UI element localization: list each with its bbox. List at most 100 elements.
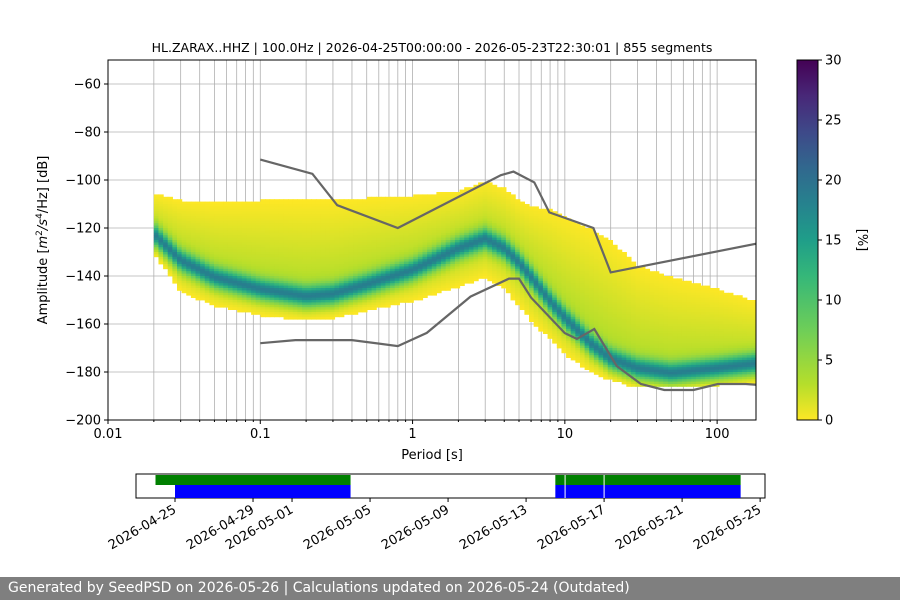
psd-cell (459, 230, 465, 234)
psd-cell (413, 196, 419, 200)
psd-cell (524, 235, 530, 238)
psd-cell (297, 235, 303, 238)
psd-cell (195, 204, 201, 207)
psd-cell (431, 288, 437, 291)
psd-cell (200, 242, 206, 246)
psd-cell (570, 309, 576, 313)
psd-cell (635, 338, 641, 342)
psd-cell (334, 235, 340, 238)
psd-cell (468, 244, 475, 248)
psd-cell (204, 295, 211, 298)
psd-cell (209, 235, 215, 238)
psd-cell (575, 333, 581, 337)
psd-cell (195, 244, 201, 248)
psd-cell (190, 240, 197, 243)
psd-cell (621, 348, 627, 351)
psd-cell (459, 211, 465, 214)
psd-cell (505, 208, 512, 212)
psd-cell (278, 237, 285, 241)
psd-cell (478, 216, 484, 219)
psd-cell (186, 237, 192, 241)
psd-cell (579, 328, 586, 332)
psd-cell (575, 295, 581, 298)
psd-cell (390, 223, 396, 226)
psd-cell (473, 264, 479, 267)
psd-cell (385, 201, 391, 205)
psd-cell (334, 254, 340, 258)
psd-cell (357, 232, 363, 236)
psd-cell (579, 297, 586, 301)
psd-cell (172, 218, 178, 222)
psd-cell (630, 321, 637, 325)
psd-cell (598, 285, 604, 289)
psd-cell (607, 364, 614, 368)
psd-cell (552, 259, 558, 262)
psd-cell (274, 240, 280, 243)
psd-cell (621, 288, 627, 291)
psd-cell (441, 240, 447, 243)
psd-cell (223, 280, 229, 284)
psd-cell (584, 290, 590, 294)
psd-cell (519, 290, 526, 294)
psd-cell (278, 309, 285, 313)
psd-cell (163, 244, 169, 248)
psd-cell (339, 304, 345, 308)
psd-cell (274, 307, 280, 310)
psd-cell (306, 312, 312, 315)
psd-cell (153, 242, 160, 246)
psd-cell (612, 266, 618, 270)
psd-cell (607, 256, 614, 260)
psd-cell (584, 292, 590, 296)
psd-cell (274, 261, 280, 265)
psd-cell (603, 338, 609, 342)
psd-cell (413, 206, 419, 210)
psd-cell (589, 264, 595, 267)
psd-cell (218, 261, 224, 265)
psd-cell (251, 223, 257, 226)
psd-cell (579, 348, 586, 351)
psd-cell (232, 268, 238, 272)
psd-cell (241, 213, 248, 217)
psd-cell (237, 237, 243, 241)
psd-cell (403, 261, 410, 265)
psd-cell (635, 331, 641, 334)
psd-cell (612, 357, 618, 361)
psd-cell (353, 264, 359, 267)
psd-cell (218, 288, 224, 291)
psd-cell (390, 213, 396, 217)
psd-cell (278, 247, 285, 250)
psd-cell (190, 271, 197, 274)
psd-cell (278, 285, 285, 289)
psd-cell (519, 216, 526, 219)
psd-cell (529, 237, 535, 241)
psd-cell (556, 314, 563, 318)
psd-cell (403, 271, 410, 274)
psd-cell (172, 235, 178, 238)
psd-cell (167, 268, 173, 272)
psd-cell (524, 206, 530, 210)
psd-cell (334, 295, 340, 298)
psd-cell (621, 340, 627, 344)
psd-cell (200, 288, 206, 291)
psd-cell (195, 242, 201, 246)
psd-cell (209, 283, 215, 286)
psd-cell (297, 211, 303, 214)
psd-cell (417, 247, 424, 250)
psd-cell (640, 336, 646, 339)
psd-cell (362, 199, 368, 202)
psd-cell (265, 208, 271, 212)
psd-cell (269, 276, 275, 279)
psd-cell (501, 211, 507, 214)
psd-cell (510, 220, 516, 224)
psd-cell (241, 237, 248, 241)
psd-cell (579, 302, 586, 306)
psd-cell (579, 266, 586, 270)
psd-cell (214, 259, 220, 262)
psd-cell (329, 228, 336, 231)
psd-cell (181, 283, 187, 286)
psd-cell (362, 302, 368, 306)
psd-cell (292, 314, 299, 318)
psd-cell (482, 235, 488, 238)
psd-cell (487, 254, 493, 258)
